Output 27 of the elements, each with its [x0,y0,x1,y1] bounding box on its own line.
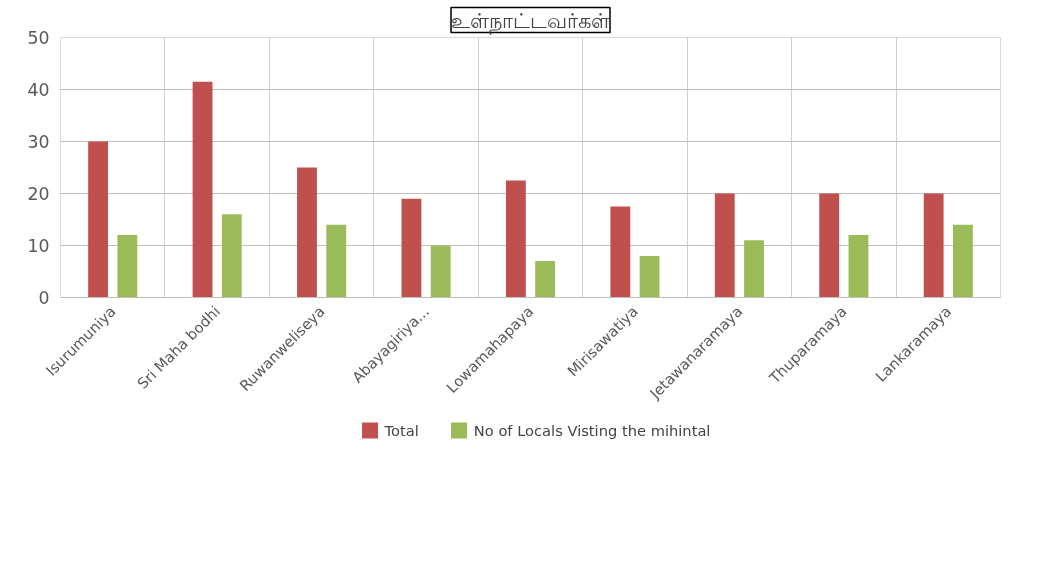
bar [639,255,660,298]
legend-label: Total [384,421,419,439]
y-tick-label: 30 [27,132,50,152]
bar [952,224,973,298]
bar [326,224,347,298]
y-tick-label: 20 [27,184,50,204]
bar [221,214,242,298]
bar [535,261,556,298]
bar [923,193,944,298]
bar [610,206,631,298]
bar [297,167,317,298]
y-tick-label: 40 [27,80,50,100]
bar [117,235,138,298]
bar [401,198,422,298]
bar [505,180,526,298]
legend-label: No of Locals Visting the mihintal [473,421,711,439]
bar [430,245,451,298]
bar [744,240,764,298]
y-tick-label: 50 [27,28,50,48]
bar [192,81,213,298]
chart-title: உள்நாட்டவர்கள் [451,7,610,35]
bar [848,235,869,298]
bar [714,193,735,298]
y-tick-label: 0 [38,288,50,308]
bar [819,193,840,298]
bar [88,141,109,298]
y-tick-label: 10 [27,236,50,256]
